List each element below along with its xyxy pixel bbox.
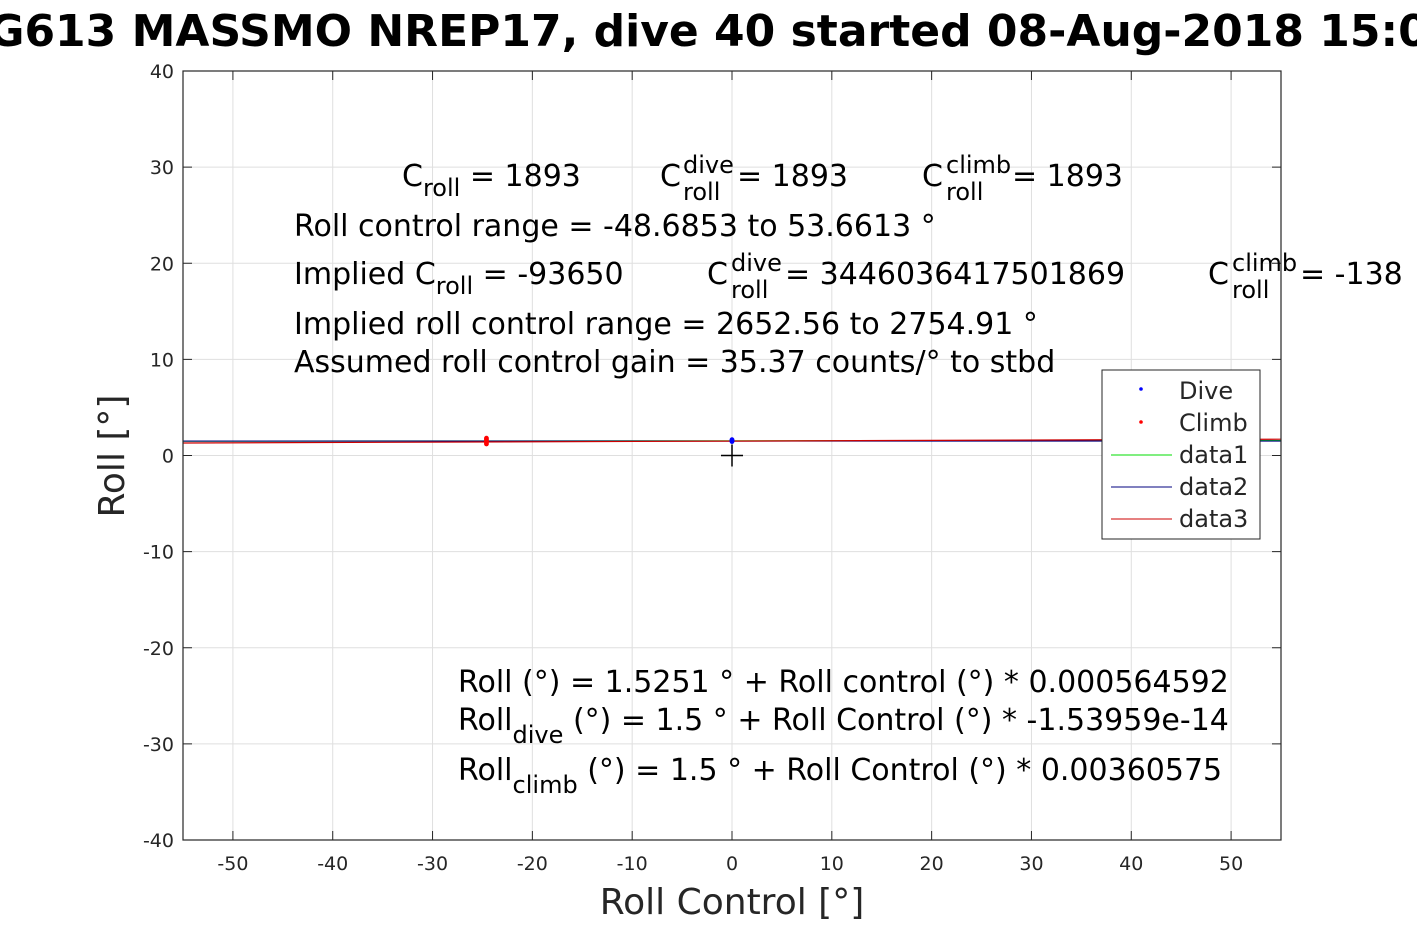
c-roll-climb-sub: roll [946,178,983,206]
c-roll-dive-sub: roll [683,178,720,206]
fit-climb-annotation: Rollclimb (°) = 1.5 ° + Roll Control (°)… [458,753,1222,799]
chart-title: SG613 MASSMO NREP17, dive 40 started 08-… [0,6,1417,57]
y-tick-label: 10 [150,349,174,371]
implied-c-roll-dive-sup: dive [731,249,782,277]
c-roll-climb-annotation: C [922,159,943,194]
legend-data1-label: data1 [1179,441,1248,469]
x-tick-label: -40 [317,853,348,875]
roll-control-range-annotation: Roll control range = -48.6853 to 53.6613… [294,209,936,244]
c-roll-dive-sup: dive [683,151,734,179]
data-point-climb [484,435,489,441]
implied-c-roll-dive-sub: roll [731,276,768,304]
c-roll-dive-value: = 1893 [737,159,848,194]
c-roll-climb-sup: climb [946,151,1011,179]
y-tick-label: -20 [143,638,174,660]
y-axis-label: Roll [°] [92,395,133,518]
y-tick-label: 40 [150,61,174,83]
fit-all-annotation: Roll (°) = 1.5251 ° + Roll control (°) *… [458,665,1229,700]
x-tick-label: 50 [1219,853,1243,875]
plot-frame [182,70,1282,841]
legend-dive-label: Dive [1179,377,1233,405]
x-tick-label: 40 [1119,853,1143,875]
x-tick-label: 20 [920,853,944,875]
legend: Dive Climb data1 data2 data3 [1101,369,1261,540]
fit-dive-annotation: Rolldive (°) = 1.5 ° + Roll Control (°) … [458,703,1229,749]
legend-climb-marker [1139,420,1143,424]
implied-c-roll-annotation: Implied Croll = -93650 [294,257,624,300]
y-tick-label: -40 [143,830,174,852]
y-tick-label: -10 [143,542,174,564]
implied-c-roll-climb-value: = -138 [1300,257,1403,292]
x-axis-label: Roll Control [°] [600,882,865,923]
legend-dive-marker [1139,387,1143,391]
c-roll-climb-value: = 1893 [1012,159,1123,194]
gain-annotation: Assumed roll control gain = 35.37 counts… [294,345,1055,380]
series-layer [182,435,1282,467]
x-tick-label: 10 [820,853,844,875]
x-tick-label: -10 [617,853,648,875]
legend-data3-label: data3 [1179,505,1248,533]
data-point-dive [729,437,735,443]
x-axis-ticks: -50 -40 -30 -20 -10 0 10 20 30 40 50 [217,71,1243,875]
x-tick-label: -30 [417,853,448,875]
legend-climb-label: Climb [1179,409,1248,437]
implied-c-roll-climb-c: C [1208,257,1229,292]
x-tick-label: 30 [1019,853,1043,875]
origin-plus-marker [721,444,743,467]
implied-c-roll-climb-sub: roll [1232,276,1269,304]
y-axis-ticks: -40 -30 -20 -10 0 10 20 30 40 [143,61,1281,852]
legend-data2-label: data2 [1179,473,1248,501]
implied-c-roll-dive-c: C [707,257,728,292]
implied-c-roll-dive-value: = 3446036417501869 [785,257,1125,292]
y-tick-label: -30 [143,734,174,756]
c-roll-dive-annotation: C [660,159,681,194]
y-tick-label: 30 [150,157,174,179]
y-tick-label: 20 [150,253,174,275]
x-tick-label: -20 [517,853,548,875]
c-roll-annotation: Croll = 1893 [402,159,581,202]
implied-c-roll-climb-sup: climb [1232,249,1297,277]
implied-range-annotation: Implied roll control range = 2652.56 to … [294,307,1038,342]
x-tick-label: -50 [217,853,248,875]
x-tick-label: 0 [726,853,738,875]
y-tick-label: 0 [162,446,174,468]
